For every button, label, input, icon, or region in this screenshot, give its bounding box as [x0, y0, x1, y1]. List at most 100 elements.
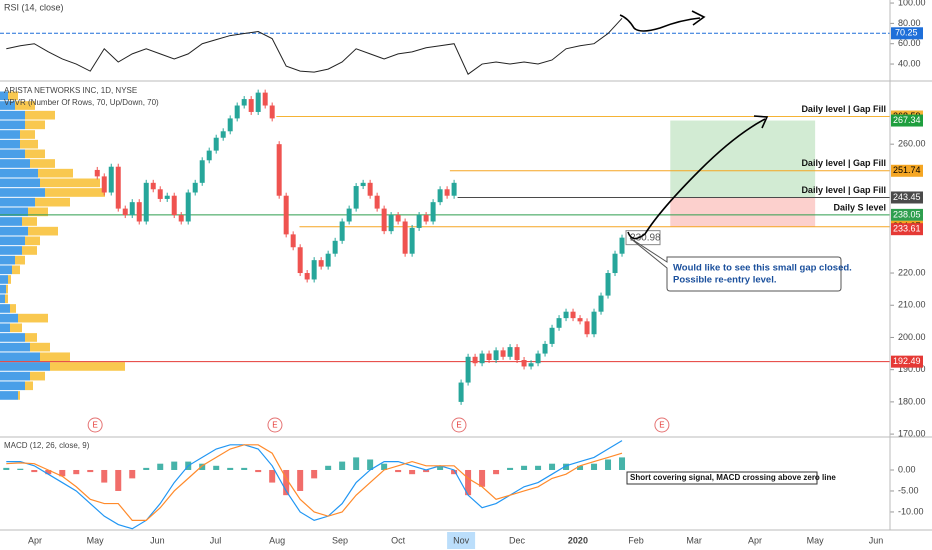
vpvr-up [0, 381, 25, 391]
x-tick-label: Oct [391, 535, 406, 545]
macd-histogram [227, 467, 234, 470]
candle-body [206, 150, 212, 161]
macd-histogram [325, 465, 332, 470]
earnings-label: E [456, 421, 461, 430]
vpvr-down [28, 226, 58, 236]
macd-histogram [241, 467, 248, 470]
macd-histogram [73, 469, 80, 475]
x-tick-label: May [87, 535, 105, 545]
candle-body [192, 182, 198, 193]
x-tick-label: Aug [269, 535, 285, 545]
y-tick-label: -10.00 [898, 506, 924, 516]
macd-histogram [311, 469, 318, 479]
candle-body [388, 215, 394, 232]
candle-body [150, 182, 156, 190]
macd-histogram [101, 469, 108, 483]
price-label-bg [891, 223, 923, 236]
candle-body [353, 186, 359, 209]
candle-body [591, 311, 597, 335]
candle-body [129, 202, 135, 216]
vpvr-up [0, 110, 25, 120]
candle-body [178, 215, 184, 222]
x-tick-label: Sep [332, 535, 348, 545]
macd-histogram [451, 469, 458, 475]
macd-histogram [59, 469, 66, 477]
position-stop [670, 197, 816, 227]
macd-histogram [171, 461, 178, 470]
vpvr-up [0, 323, 10, 333]
crosshair-label-bg [447, 532, 476, 549]
candle-body [143, 182, 149, 222]
macd-histogram [479, 469, 486, 487]
vpvr-down [6, 284, 8, 294]
x-tick-label: Apr [748, 535, 762, 545]
macd-histogram [605, 459, 612, 470]
vpvr-up [0, 391, 18, 400]
vpvr-up [0, 294, 5, 304]
x-tick-label: Apr [28, 535, 42, 545]
macd-histogram [465, 469, 472, 496]
x-tick-label: Nov [453, 535, 470, 545]
macd-histogram [521, 465, 528, 470]
vpvr-down [30, 371, 45, 381]
macd-histogram [437, 465, 444, 470]
candle-body [451, 182, 457, 196]
price-label-bg [891, 114, 923, 127]
vpvr-down [45, 188, 105, 197]
candle-body [136, 202, 142, 222]
vpvr-up [0, 159, 30, 168]
price-label: 238.05 [893, 209, 921, 219]
candle-body [486, 353, 492, 361]
price-label: 243.45 [893, 192, 921, 202]
candle-body [612, 253, 618, 274]
x-tick-label: Jun [150, 535, 165, 545]
y-tick-label: 210.00 [898, 300, 926, 310]
candle-body [542, 343, 548, 354]
macd-histogram [17, 468, 24, 470]
note-box [626, 471, 818, 485]
vpvr-down [38, 168, 73, 178]
candle-body [297, 247, 303, 274]
x-tick-label: Mar [686, 535, 702, 545]
candle-body [115, 166, 121, 209]
y-tick-label: 0.00 [898, 464, 916, 474]
y-tick-label: 100.00 [898, 0, 926, 7]
macd-line [6, 440, 623, 530]
level-note: Daily level | Gap Fill [801, 158, 886, 168]
candle-body [556, 318, 562, 328]
candle-body [339, 221, 345, 241]
vpvr-down [40, 178, 100, 188]
vpvr-up [0, 217, 22, 226]
vpvr-up [0, 255, 15, 265]
vpvr-down [8, 91, 18, 101]
candle-body [437, 189, 443, 203]
candle-body [276, 144, 282, 196]
vpvr-up [0, 207, 28, 217]
candle-body [374, 195, 380, 209]
candle-body [346, 208, 352, 222]
drawn-arrow [627, 118, 766, 240]
candle-body [549, 327, 555, 344]
macd-histogram [255, 469, 262, 473]
vpvr-up [0, 101, 15, 110]
vpvr-down [10, 304, 16, 313]
vpvr-down [18, 391, 20, 400]
earnings-marker [451, 417, 467, 433]
macd-histogram [283, 469, 290, 496]
candle-body [94, 169, 100, 177]
macd-histogram [115, 469, 122, 491]
candle-body [584, 321, 590, 335]
macd-histogram [577, 465, 584, 470]
x-tick-label: May [807, 535, 825, 545]
y-tick-label: 40.00 [898, 58, 921, 68]
vpvr-down [22, 217, 37, 226]
candle-body [598, 295, 604, 312]
vpvr-down [30, 159, 55, 168]
candle-body [241, 99, 247, 106]
vpvr-down [15, 101, 35, 110]
callout-text: Possible re-entry level. [673, 275, 777, 286]
vpvr-down [12, 265, 20, 275]
vpvr-down [18, 313, 48, 323]
macd-histogram [507, 467, 514, 470]
vpvr-up [0, 342, 30, 352]
